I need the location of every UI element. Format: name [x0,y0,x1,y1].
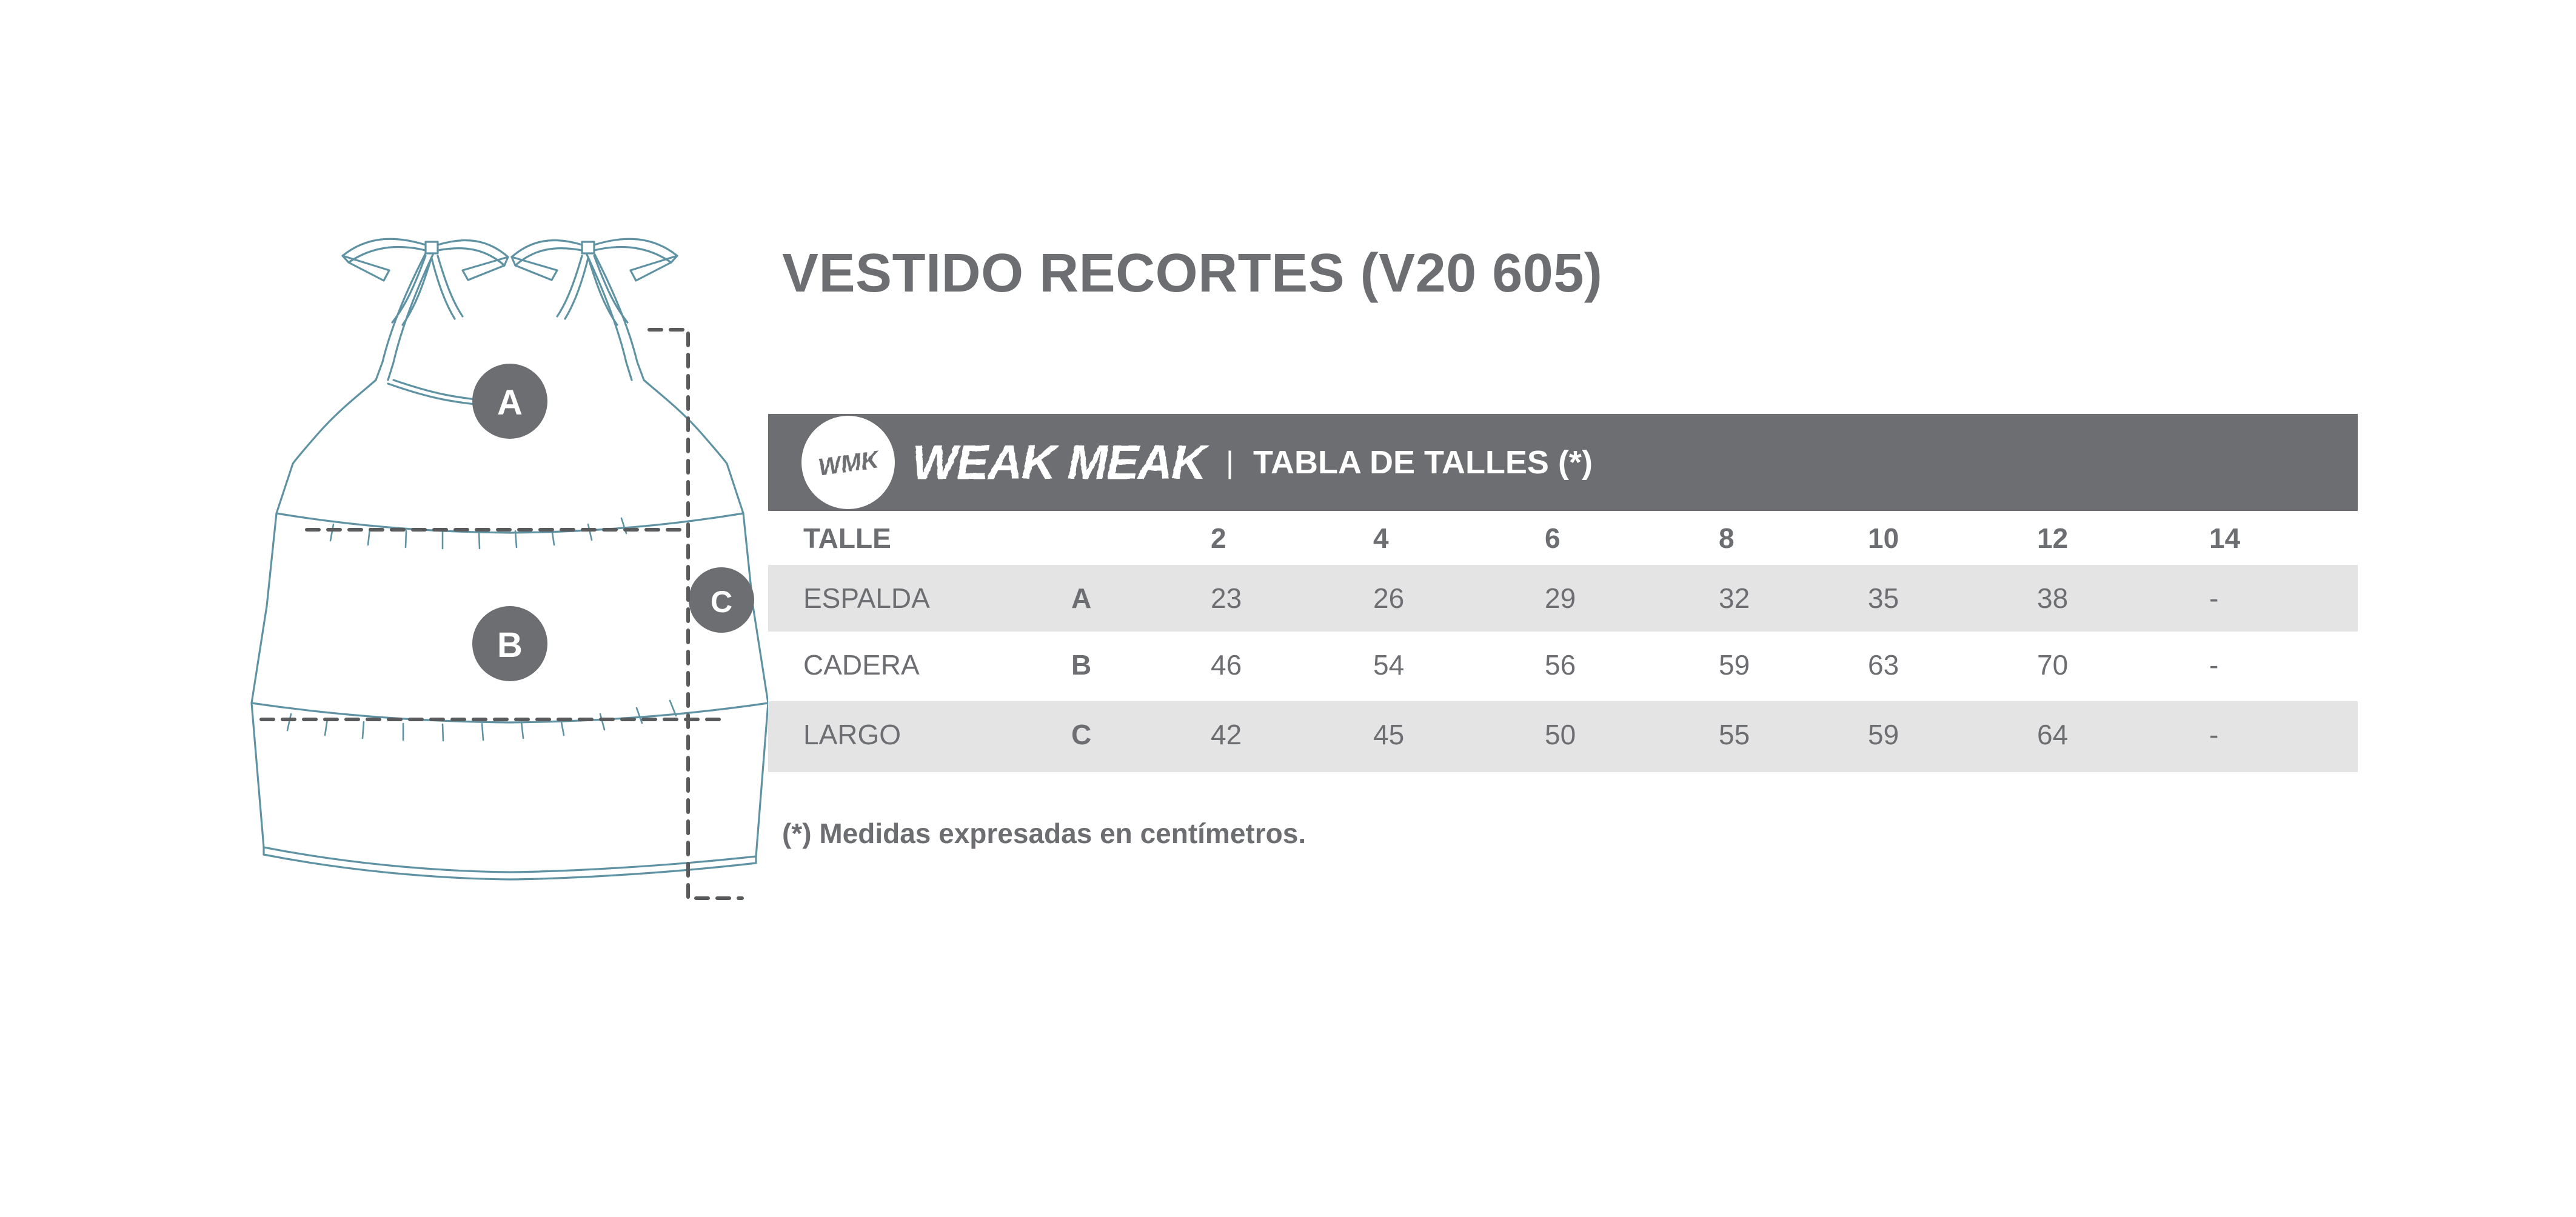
svg-text:C: C [711,585,732,619]
svg-text:WEAK MEAK: WEAK MEAK [912,435,1209,489]
svg-text:A: A [497,383,523,422]
svg-text:B: B [497,625,523,665]
